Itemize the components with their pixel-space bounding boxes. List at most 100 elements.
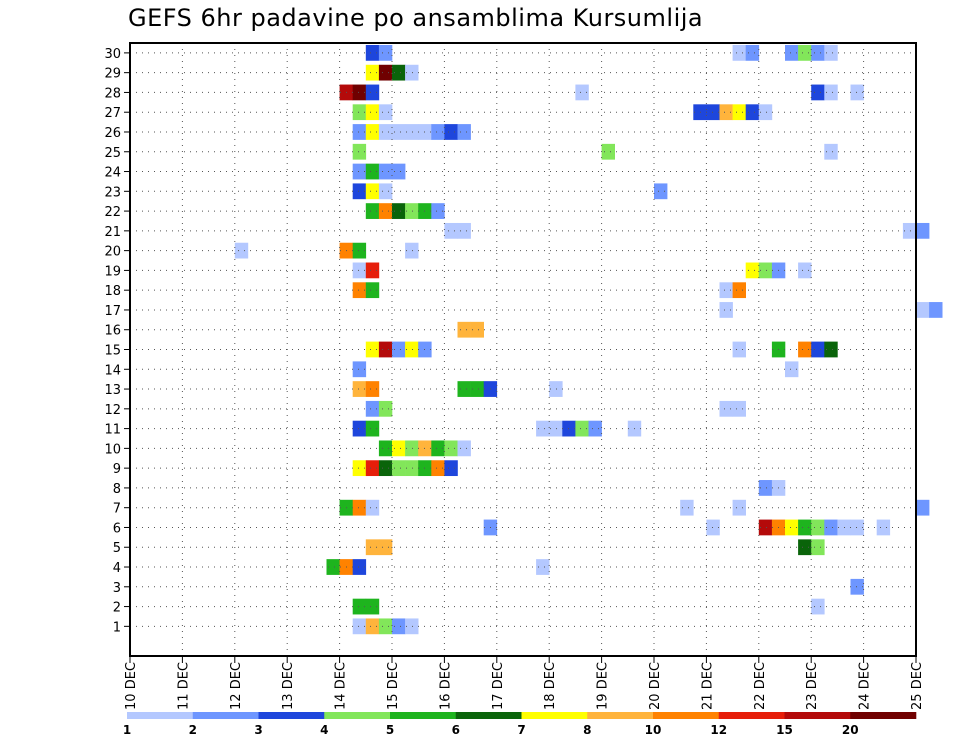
heat-cell xyxy=(824,45,838,61)
legend-swatch xyxy=(587,712,654,719)
heat-cell xyxy=(405,242,419,259)
heat-cell xyxy=(378,539,393,556)
y-tick-label: 22 xyxy=(104,205,121,220)
legend-swatch xyxy=(718,712,785,719)
heat-cell xyxy=(470,321,484,338)
heat-cell xyxy=(824,143,838,160)
legend-swatch xyxy=(455,712,522,719)
heat-cell xyxy=(719,104,733,121)
heat-cell xyxy=(326,559,340,575)
heat-cell xyxy=(378,618,393,635)
heat-cell xyxy=(536,559,550,575)
heat-cell xyxy=(431,440,445,457)
heat-cell xyxy=(378,440,393,457)
x-tick-label: 17 DEC xyxy=(491,662,506,710)
heat-cell xyxy=(352,262,367,279)
grid-lines xyxy=(130,43,916,656)
heat-cell xyxy=(798,45,812,61)
heat-cell xyxy=(378,124,393,140)
heat-cell xyxy=(352,618,367,635)
heat-cell xyxy=(392,64,406,81)
heat-cell xyxy=(352,420,367,437)
heat-cell xyxy=(706,519,720,536)
heat-cell xyxy=(706,104,720,121)
y-tick-label: 3 xyxy=(113,581,121,596)
heat-cell xyxy=(732,104,746,121)
heat-cell xyxy=(365,163,380,180)
heat-cell xyxy=(575,84,589,101)
heat-cell xyxy=(392,124,406,140)
heat-cell xyxy=(758,480,773,496)
y-tick-label: 12 xyxy=(104,403,121,418)
heat-cell xyxy=(457,124,471,140)
heat-cell xyxy=(352,559,367,575)
x-tick-label: 23 DEC xyxy=(805,662,820,710)
y-tick-label: 14 xyxy=(104,363,121,378)
heat-cell xyxy=(680,499,694,516)
heat-cell xyxy=(405,460,419,477)
legend-swatch xyxy=(521,712,588,719)
y-tick-label: 15 xyxy=(104,344,121,359)
heat-cell xyxy=(405,440,419,457)
legend-label: 8 xyxy=(583,723,591,737)
heat-cell xyxy=(352,84,367,101)
y-tick-label: 18 xyxy=(104,284,121,299)
heat-cell xyxy=(365,618,380,635)
heat-cell xyxy=(745,262,760,279)
y-tick-label: 16 xyxy=(104,324,121,339)
heat-cell xyxy=(365,64,380,81)
heat-cell xyxy=(431,460,445,477)
heat-cell xyxy=(444,124,458,140)
legend-swatch xyxy=(127,712,194,719)
x-tick-label: 11 DEC xyxy=(176,662,191,710)
heat-cell xyxy=(352,242,367,259)
heat-cell xyxy=(378,341,393,358)
heat-cell xyxy=(378,400,393,417)
heat-cell xyxy=(392,163,406,180)
heat-cell xyxy=(365,84,380,101)
heat-cell xyxy=(444,440,458,457)
legend-label: 1 xyxy=(123,723,131,737)
x-tick-label: 21 DEC xyxy=(700,662,715,710)
legend-label: 12 xyxy=(710,723,727,737)
heat-cell xyxy=(758,262,773,279)
heat-cell xyxy=(732,499,746,516)
heat-cell xyxy=(405,203,419,219)
heat-cell xyxy=(785,519,799,536)
heat-cell xyxy=(378,64,393,81)
y-tick-label: 23 xyxy=(104,185,121,200)
heat-cell xyxy=(654,183,668,200)
heat-cell xyxy=(365,183,380,200)
heat-cell xyxy=(916,499,930,516)
x-tick-label: 10 DEC xyxy=(124,662,139,710)
heat-cell xyxy=(365,499,380,516)
heat-cell xyxy=(444,460,458,477)
legend-swatch xyxy=(258,712,325,719)
heat-cell xyxy=(758,104,773,121)
heat-cell xyxy=(352,361,367,378)
heat-cell xyxy=(811,519,825,536)
y-tick-label: 13 xyxy=(104,383,121,398)
y-tick-label: 26 xyxy=(104,126,121,141)
y-tick-label: 25 xyxy=(104,146,121,161)
heat-cell xyxy=(431,124,445,140)
heat-cell xyxy=(365,420,380,437)
heat-cell xyxy=(392,618,406,635)
heat-cell xyxy=(392,440,406,457)
legend-label: 10 xyxy=(645,723,662,737)
y-tick-label: 4 xyxy=(113,561,121,576)
legend-label: 2 xyxy=(189,723,197,737)
y-tick-label: 17 xyxy=(104,304,121,319)
axis-ticks: 1234567891011121314151617181920212223242… xyxy=(104,47,925,710)
heat-cell xyxy=(378,460,393,477)
x-tick-label: 22 DEC xyxy=(753,662,768,710)
heat-cell xyxy=(798,539,812,556)
heat-cell xyxy=(811,539,825,556)
heatmap-cells xyxy=(234,45,943,635)
heat-cell xyxy=(352,183,367,200)
heat-cell xyxy=(365,381,380,397)
heat-cell xyxy=(758,519,773,536)
y-tick-label: 29 xyxy=(104,67,121,82)
legend-swatch xyxy=(850,712,917,719)
x-tick-label: 25 DEC xyxy=(910,662,925,710)
